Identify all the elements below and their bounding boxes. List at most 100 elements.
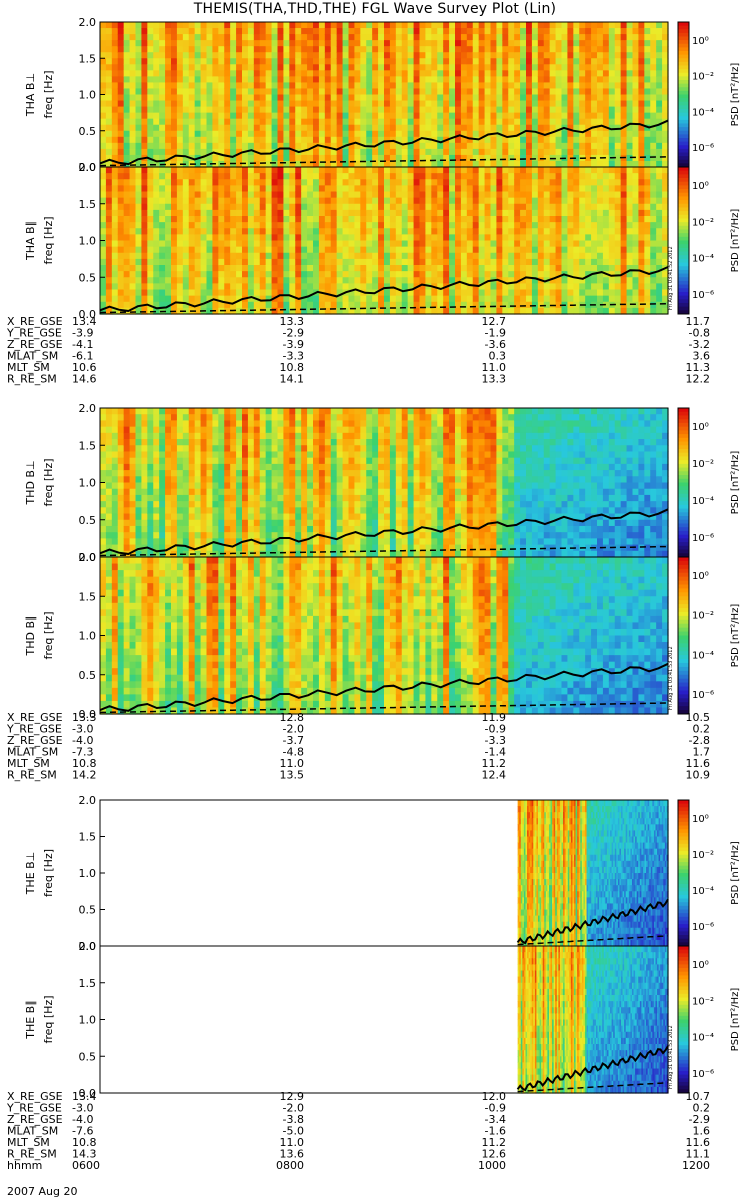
psd-cell xyxy=(502,222,509,229)
psd-cell xyxy=(135,470,143,477)
psd-cell xyxy=(449,283,456,291)
psd-cell xyxy=(348,258,356,266)
psd-cell xyxy=(608,265,616,272)
psd-cell xyxy=(449,277,456,284)
psd-cell xyxy=(360,216,367,223)
psd-cell xyxy=(602,222,610,229)
psd-cell xyxy=(555,34,563,41)
psd-cell xyxy=(632,82,640,90)
psd-cell xyxy=(395,191,403,199)
psd-cell xyxy=(608,246,616,254)
psd-cell xyxy=(449,289,456,297)
psd-cell xyxy=(100,532,107,539)
psd-cell xyxy=(407,58,415,65)
psd-cell xyxy=(141,228,148,235)
psd-cell xyxy=(425,185,432,193)
psd-cell xyxy=(443,228,450,235)
psd-cell xyxy=(129,52,137,59)
psd-cell xyxy=(662,46,669,53)
psd-cell xyxy=(597,124,604,132)
psd-cell xyxy=(236,240,243,248)
psd-cell xyxy=(147,203,154,211)
psd-cell xyxy=(431,307,438,315)
psd-cell xyxy=(336,58,344,65)
psd-cell xyxy=(111,544,119,552)
psd-cell xyxy=(549,82,557,90)
psd-cell xyxy=(614,106,622,114)
psd-cell xyxy=(395,301,403,309)
psd-cell xyxy=(608,203,616,211)
psd-cell xyxy=(253,283,261,291)
psd-cell xyxy=(384,22,391,29)
psd-cell xyxy=(259,94,267,102)
psd-cell xyxy=(585,106,592,114)
psd-cell xyxy=(626,58,634,65)
psd-cell xyxy=(608,136,616,144)
psd-cell xyxy=(472,142,480,150)
psd-cell xyxy=(384,148,391,156)
psd-cell xyxy=(472,76,480,84)
psd-cell xyxy=(585,265,592,272)
psd-cell xyxy=(182,216,190,223)
psd-cell xyxy=(153,538,160,546)
psd-cell xyxy=(508,88,515,96)
psd-cell xyxy=(543,28,551,35)
psd-cell xyxy=(135,142,143,150)
psd-cell xyxy=(508,307,515,315)
psd-cell xyxy=(354,124,361,132)
psd-cell xyxy=(407,136,415,144)
psd-cell xyxy=(236,136,243,144)
psd-cell xyxy=(514,173,521,180)
psd-cell xyxy=(259,301,267,309)
psd-cell xyxy=(656,191,663,199)
colorbar-cell xyxy=(678,306,689,311)
psd-cell xyxy=(182,197,190,205)
psd-cell xyxy=(449,167,456,174)
psd-cell xyxy=(620,209,628,217)
psd-cell xyxy=(508,252,515,260)
psd-cell xyxy=(194,76,202,84)
psd-cell xyxy=(342,130,350,138)
psd-cell xyxy=(200,76,208,84)
psd-cell xyxy=(395,209,403,217)
psd-cell xyxy=(478,88,486,96)
psd-cell xyxy=(585,203,592,211)
psd-cell xyxy=(431,197,438,205)
psd-cell xyxy=(526,167,533,174)
psd-cell xyxy=(230,64,237,71)
psd-cell xyxy=(324,216,332,223)
psd-cell xyxy=(508,124,515,132)
psd-cell xyxy=(259,154,267,162)
psd-cell xyxy=(508,46,515,53)
psd-cell xyxy=(313,234,320,242)
psd-cell xyxy=(153,246,160,254)
psd-cell xyxy=(117,271,125,278)
psd-cell xyxy=(378,130,385,138)
psd-cell xyxy=(188,118,196,126)
psd-cell xyxy=(295,246,302,254)
psd-cell xyxy=(171,209,178,217)
psd-cell xyxy=(561,52,569,59)
psd-cell xyxy=(212,76,219,84)
psd-cell xyxy=(496,40,503,47)
psd-cell xyxy=(644,173,651,180)
psd-cell xyxy=(206,295,214,303)
y-tick-label: 0.5 xyxy=(79,125,97,138)
psd-cell xyxy=(277,246,285,254)
psd-cell xyxy=(591,167,598,174)
psd-cell xyxy=(508,289,515,297)
psd-cell xyxy=(520,64,527,71)
psd-cell xyxy=(129,408,137,415)
psd-cell xyxy=(644,197,651,205)
psd-cell xyxy=(171,252,178,260)
psd-cell xyxy=(212,179,219,186)
psd-cell xyxy=(147,258,154,266)
psd-cell xyxy=(585,197,592,205)
psd-cell xyxy=(147,100,154,108)
psd-cell xyxy=(366,88,373,96)
psd-cell xyxy=(301,222,308,229)
psd-cell xyxy=(194,173,202,180)
psd-cell xyxy=(236,167,243,174)
psd-cell xyxy=(389,222,397,229)
psd-cell xyxy=(496,228,503,235)
